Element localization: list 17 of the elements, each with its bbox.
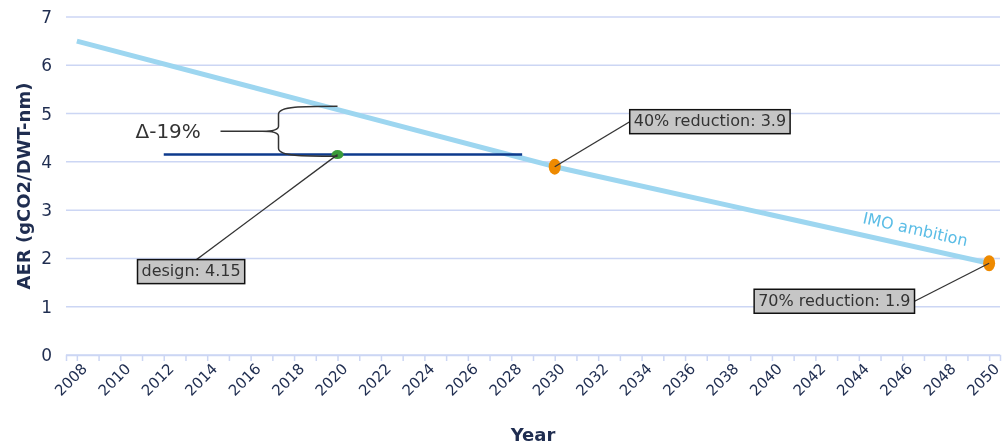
annotation: Δ-19% <box>135 119 201 144</box>
y-tick-label: 5 <box>41 103 52 124</box>
annotation: 70% reduction: 1.9 <box>758 290 911 310</box>
point <box>548 158 561 175</box>
annotation: design: 4.15 <box>141 261 241 281</box>
annotation: 40% reduction: 3.9 <box>633 111 787 131</box>
text: IMO ambition <box>861 208 970 251</box>
y-tick-label: 4 <box>41 151 52 172</box>
y-tick-label: 6 <box>41 55 52 76</box>
y-axis-title: AER (gCO2/DWT-nm) <box>13 82 34 290</box>
x-axis-title: Year <box>509 424 556 445</box>
y-tick-label: 7 <box>41 6 52 27</box>
y-tick-label: 0 <box>41 344 52 365</box>
y-tick-label: 1 <box>41 296 52 317</box>
y-tick-label: 2 <box>41 248 52 269</box>
y-tick-label: 3 <box>41 200 52 221</box>
point <box>983 255 996 272</box>
